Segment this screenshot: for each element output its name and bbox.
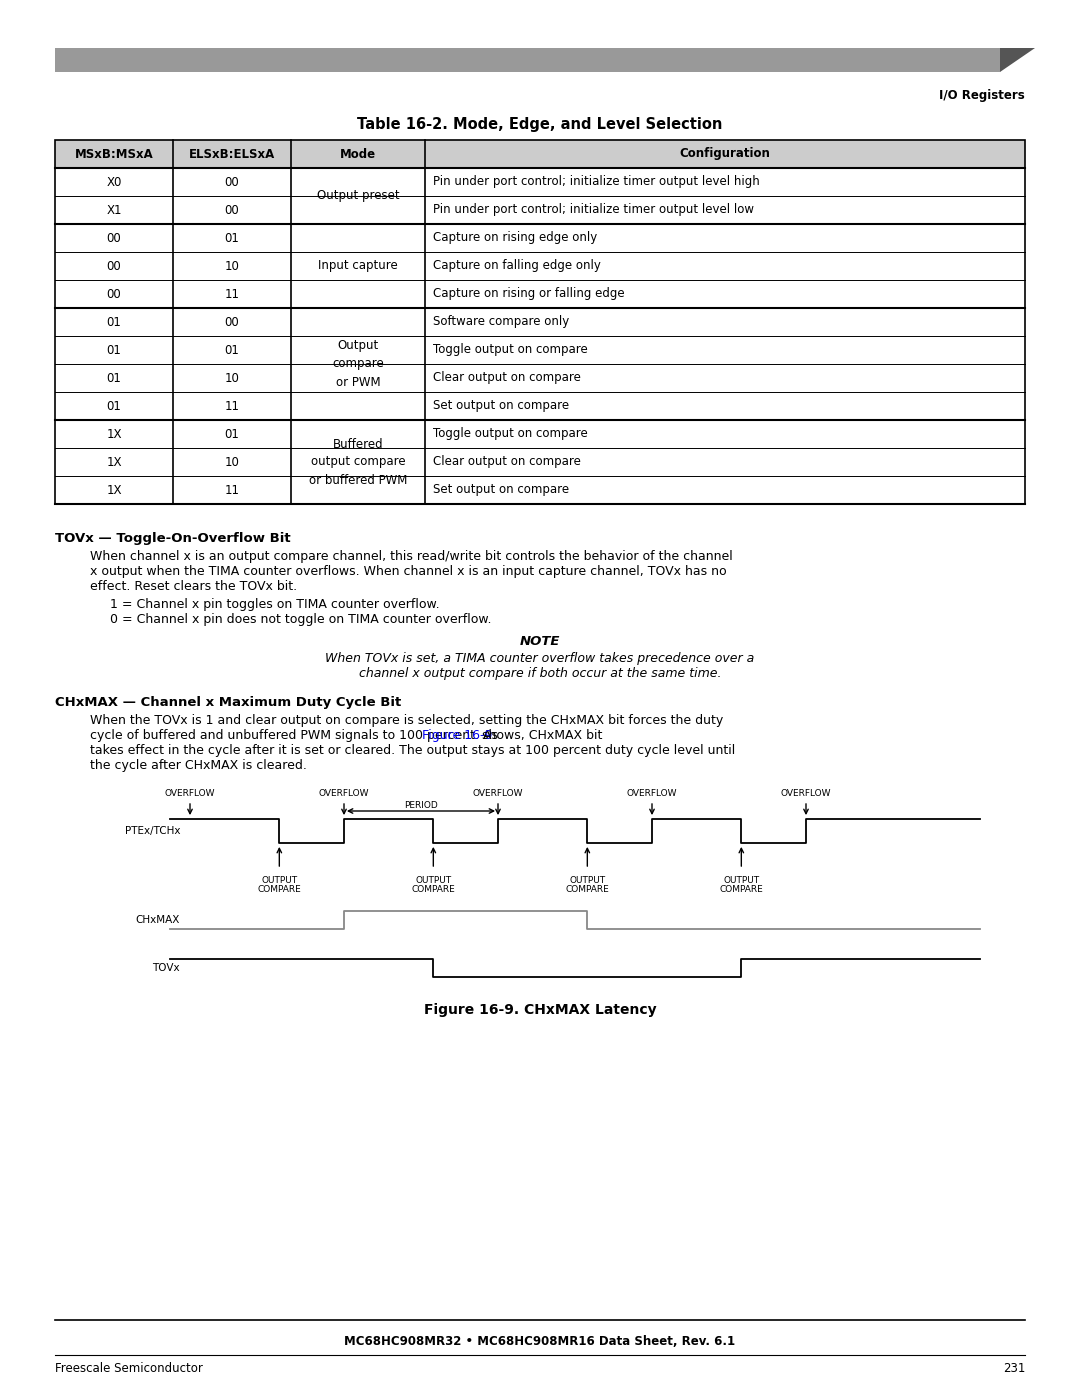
Text: X1: X1 xyxy=(106,204,122,217)
Text: COMPARE: COMPARE xyxy=(257,886,301,894)
Text: MSxB:MSxA: MSxB:MSxA xyxy=(75,148,153,161)
Text: Freescale Semiconductor: Freescale Semiconductor xyxy=(55,1362,203,1375)
Text: Clear output on compare: Clear output on compare xyxy=(433,372,581,384)
Text: 10: 10 xyxy=(225,455,240,468)
Text: Output preset: Output preset xyxy=(316,190,400,203)
Text: PTEx/TCHx: PTEx/TCHx xyxy=(124,826,180,835)
Text: 01: 01 xyxy=(107,372,121,384)
Text: ELSxB:ELSxA: ELSxB:ELSxA xyxy=(189,148,275,161)
Text: OUTPUT: OUTPUT xyxy=(724,876,759,886)
Text: Capture on rising edge only: Capture on rising edge only xyxy=(433,232,597,244)
Text: MC68HC908MR32 • MC68HC908MR16 Data Sheet, Rev. 6.1: MC68HC908MR32 • MC68HC908MR16 Data Sheet… xyxy=(345,1336,735,1348)
Text: Input capture: Input capture xyxy=(319,260,397,272)
Text: PERIOD: PERIOD xyxy=(404,800,437,810)
Bar xyxy=(55,140,1025,504)
Text: When the TOVx is 1 and clear output on compare is selected, setting the CHxMAX b: When the TOVx is 1 and clear output on c… xyxy=(90,714,724,726)
Text: 00: 00 xyxy=(107,260,121,272)
Text: 11: 11 xyxy=(225,400,240,412)
Text: OVERFLOW: OVERFLOW xyxy=(781,789,832,798)
Text: x output when the TIMA counter overflows. When channel x is an input capture cha: x output when the TIMA counter overflows… xyxy=(90,564,727,578)
Text: 1X: 1X xyxy=(106,483,122,496)
Text: Mode: Mode xyxy=(340,148,376,161)
Text: Table 16-2. Mode, Edge, and Level Selection: Table 16-2. Mode, Edge, and Level Select… xyxy=(357,117,723,133)
Text: 00: 00 xyxy=(107,232,121,244)
Text: 11: 11 xyxy=(225,288,240,300)
Text: When TOVx is set, a TIMA counter overflow takes precedence over a: When TOVx is set, a TIMA counter overflo… xyxy=(325,652,755,665)
Text: COMPARE: COMPARE xyxy=(719,886,764,894)
Bar xyxy=(55,140,1025,168)
Text: OVERFLOW: OVERFLOW xyxy=(319,789,369,798)
Polygon shape xyxy=(55,47,1010,73)
Text: X0: X0 xyxy=(106,176,122,189)
Text: I/O Registers: I/O Registers xyxy=(940,88,1025,102)
Text: 231: 231 xyxy=(1002,1362,1025,1375)
Text: OUTPUT: OUTPUT xyxy=(261,876,297,886)
Text: Toggle output on compare: Toggle output on compare xyxy=(433,344,588,356)
Text: Capture on falling edge only: Capture on falling edge only xyxy=(433,260,600,272)
Text: Pin under port control; initialize timer output level low: Pin under port control; initialize timer… xyxy=(433,204,754,217)
Text: 01: 01 xyxy=(107,316,121,328)
Text: Configuration: Configuration xyxy=(679,148,770,161)
Text: CHxMAX — Channel x Maximum Duty Cycle Bit: CHxMAX — Channel x Maximum Duty Cycle Bi… xyxy=(55,696,402,710)
Polygon shape xyxy=(1000,47,1035,73)
Text: OUTPUT: OUTPUT xyxy=(569,876,606,886)
Text: NOTE: NOTE xyxy=(519,636,561,648)
Text: Set output on compare: Set output on compare xyxy=(433,400,569,412)
Text: 1X: 1X xyxy=(106,455,122,468)
Text: channel x output compare if both occur at the same time.: channel x output compare if both occur a… xyxy=(359,666,721,680)
Text: 1 = Channel x pin toggles on TIMA counter overflow.: 1 = Channel x pin toggles on TIMA counte… xyxy=(110,598,440,610)
Text: When channel x is an output compare channel, this read/write bit controls the be: When channel x is an output compare chan… xyxy=(90,550,732,563)
Text: Capture on rising or falling edge: Capture on rising or falling edge xyxy=(433,288,624,300)
Text: 1X: 1X xyxy=(106,427,122,440)
Text: 01: 01 xyxy=(225,427,240,440)
Text: TOVx — Toggle-On-Overflow Bit: TOVx — Toggle-On-Overflow Bit xyxy=(55,532,291,545)
Text: Figure 16-9: Figure 16-9 xyxy=(421,729,491,742)
Text: OVERFLOW: OVERFLOW xyxy=(165,789,215,798)
Text: CHxMAX: CHxMAX xyxy=(136,915,180,925)
Text: OVERFLOW: OVERFLOW xyxy=(626,789,677,798)
Text: 11: 11 xyxy=(225,483,240,496)
Text: 00: 00 xyxy=(225,176,240,189)
Text: 01: 01 xyxy=(225,232,240,244)
Text: 0 = Channel x pin does not toggle on TIMA counter overflow.: 0 = Channel x pin does not toggle on TIM… xyxy=(110,613,491,626)
Text: shows, CHxMAX bit: shows, CHxMAX bit xyxy=(478,729,603,742)
Text: OUTPUT: OUTPUT xyxy=(415,876,451,886)
Text: 01: 01 xyxy=(225,344,240,356)
Text: 10: 10 xyxy=(225,260,240,272)
Text: 10: 10 xyxy=(225,372,240,384)
Text: 01: 01 xyxy=(107,344,121,356)
Text: takes effect in the cycle after it is set or cleared. The output stays at 100 pe: takes effect in the cycle after it is se… xyxy=(90,745,735,757)
Text: 00: 00 xyxy=(107,288,121,300)
Text: Toggle output on compare: Toggle output on compare xyxy=(433,427,588,440)
Text: cycle of buffered and unbuffered PWM signals to 100 percent. As: cycle of buffered and unbuffered PWM sig… xyxy=(90,729,502,742)
Text: Output
compare
or PWM: Output compare or PWM xyxy=(333,339,383,388)
Text: Set output on compare: Set output on compare xyxy=(433,483,569,496)
Text: Pin under port control; initialize timer output level high: Pin under port control; initialize timer… xyxy=(433,176,759,189)
Text: Buffered
output compare
or buffered PWM: Buffered output compare or buffered PWM xyxy=(309,437,407,486)
Text: Software compare only: Software compare only xyxy=(433,316,569,328)
Text: OVERFLOW: OVERFLOW xyxy=(473,789,523,798)
Text: COMPARE: COMPARE xyxy=(566,886,609,894)
Text: Clear output on compare: Clear output on compare xyxy=(433,455,581,468)
Text: TOVx: TOVx xyxy=(152,963,180,972)
Text: effect. Reset clears the TOVx bit.: effect. Reset clears the TOVx bit. xyxy=(90,580,297,592)
Text: the cycle after CHxMAX is cleared.: the cycle after CHxMAX is cleared. xyxy=(90,759,307,773)
Text: 00: 00 xyxy=(225,316,240,328)
Text: COMPARE: COMPARE xyxy=(411,886,455,894)
Text: 01: 01 xyxy=(107,400,121,412)
Text: Figure 16-9. CHxMAX Latency: Figure 16-9. CHxMAX Latency xyxy=(423,1003,657,1017)
Text: 00: 00 xyxy=(225,204,240,217)
